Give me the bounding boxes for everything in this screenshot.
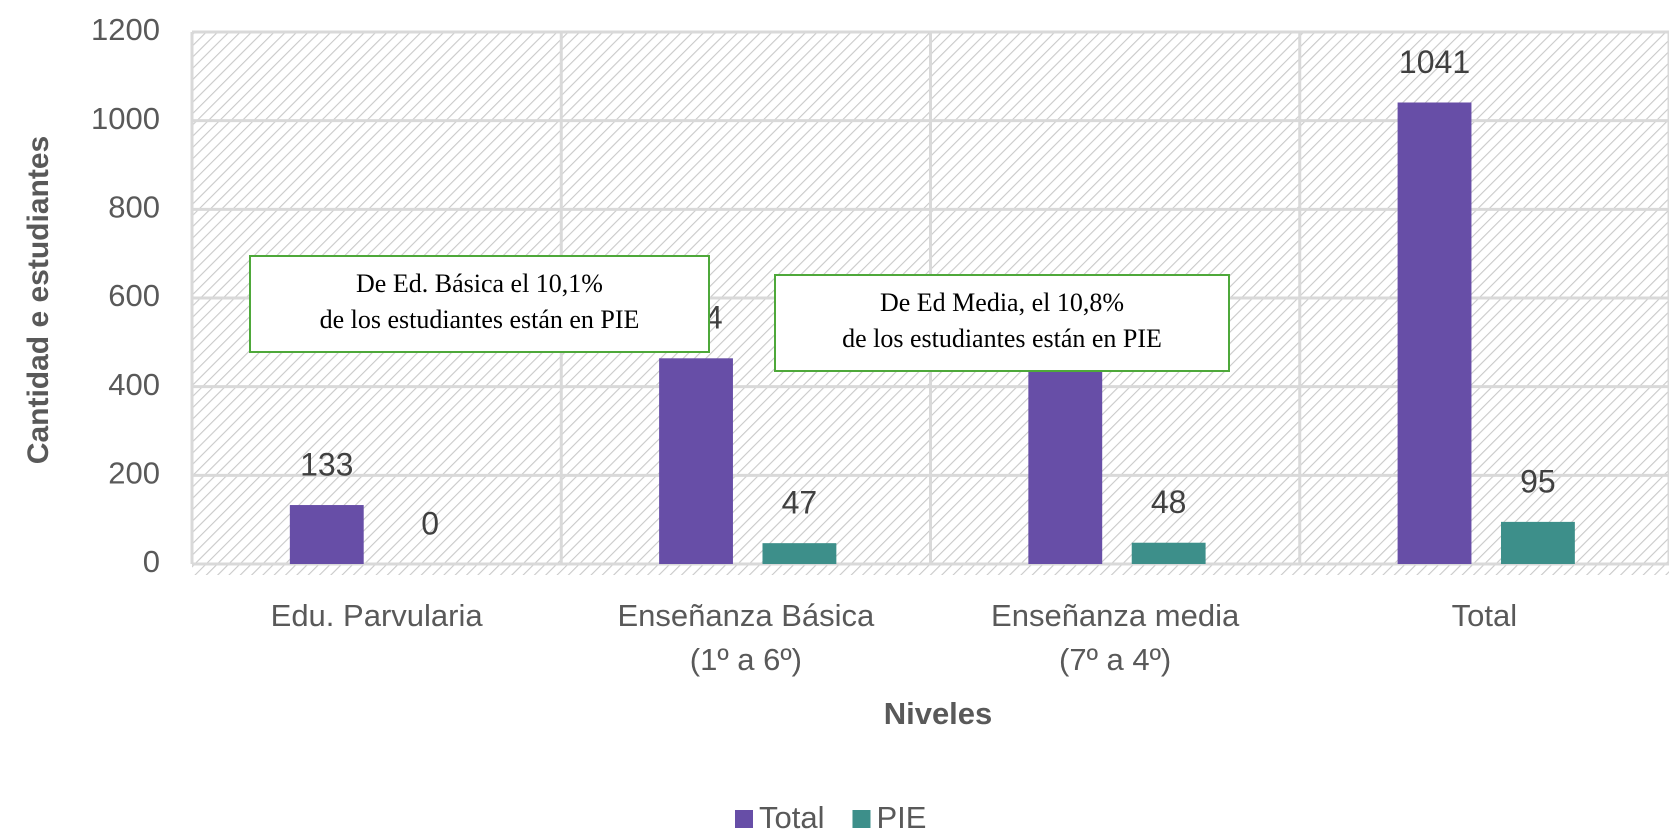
bar xyxy=(1028,367,1103,564)
value-label: 133 xyxy=(300,446,353,482)
bar xyxy=(1397,102,1472,565)
y-tick-label: 1200 xyxy=(91,12,160,47)
x-axis-label: Niveles xyxy=(884,696,993,731)
bar xyxy=(1500,521,1575,564)
value-label: 0 xyxy=(421,505,439,541)
annotation: De Ed. Básica el 10,1% de los estudiantes… xyxy=(320,269,640,334)
legend-label: Total xyxy=(759,800,824,835)
x-tick-label: Enseñanza Básica (1º a 6º) xyxy=(617,598,875,677)
value-label: 47 xyxy=(782,485,818,521)
y-tick-label: 800 xyxy=(108,190,160,225)
x-tick-label: Edu. Parvularia xyxy=(271,598,484,633)
value-label: 1041 xyxy=(1399,44,1470,80)
y-tick-label: 600 xyxy=(108,278,160,313)
y-tick-label: 400 xyxy=(108,367,160,402)
bar xyxy=(289,505,364,564)
x-tick-label: Enseñanza media (7º a 4º) xyxy=(991,598,1240,677)
annotation-box xyxy=(774,274,1230,372)
bar xyxy=(1131,542,1206,564)
legend-label: PIE xyxy=(876,800,926,835)
annotation: De Ed Media, el 10,8% de los estudiantes … xyxy=(842,288,1162,353)
annotation-box xyxy=(249,255,710,353)
y-tick-label: 200 xyxy=(108,456,160,491)
legend-swatch xyxy=(735,810,753,828)
y-axis-label: Cantidad e estudiantes xyxy=(22,136,55,464)
legend-swatch xyxy=(852,810,871,828)
value-label: 95 xyxy=(1520,463,1556,499)
x-tick-label: Total xyxy=(1452,598,1517,633)
y-tick-label: 0 xyxy=(143,544,160,579)
bar xyxy=(659,358,733,564)
y-tick-label: 1000 xyxy=(91,101,160,136)
value-label: 48 xyxy=(1151,484,1187,520)
bar xyxy=(762,543,837,564)
